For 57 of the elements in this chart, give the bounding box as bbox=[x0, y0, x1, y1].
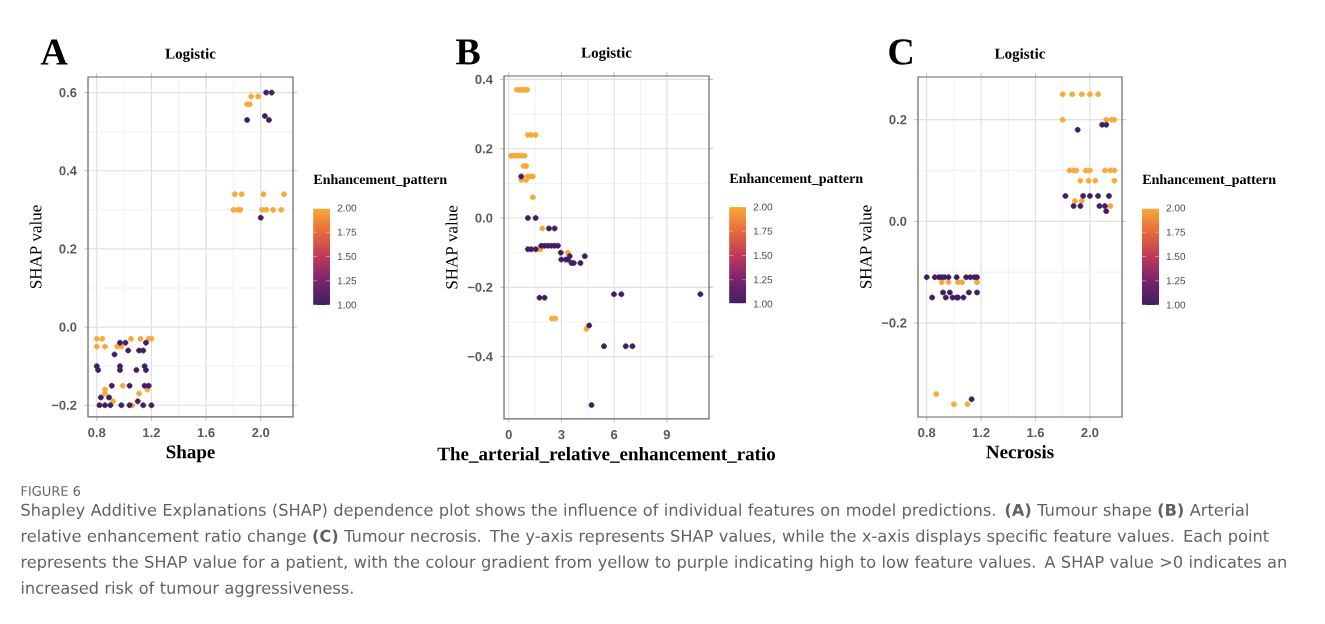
chart-title: Logistic bbox=[581, 47, 632, 61]
x-tick-label: 0.8 bbox=[918, 428, 936, 438]
x-axis-title: Shape bbox=[166, 444, 215, 463]
caption: FIGURE 6 bbox=[21, 486, 81, 496]
x-tick-label: 2.0 bbox=[1081, 428, 1099, 438]
x-tick-label: 1.6 bbox=[1027, 428, 1045, 438]
y-tick-label: −0.2 bbox=[881, 318, 907, 328]
chart-title: Logistic bbox=[165, 48, 216, 62]
y-tick-label: 0.0 bbox=[889, 216, 907, 226]
y-tick-label: −0.2 bbox=[467, 282, 493, 292]
y-tick-label: 0.6 bbox=[59, 88, 77, 98]
color-bar-label: 1.50 bbox=[337, 252, 357, 261]
x-tick-label: 2.0 bbox=[252, 428, 270, 438]
y-tick-label: 0.2 bbox=[889, 115, 907, 125]
color-bar-label: 1.25 bbox=[337, 277, 357, 285]
x-tick-label: 6 bbox=[611, 430, 618, 440]
color-bar-title: Enhancement_pattern bbox=[313, 174, 447, 187]
text: Shapley Additive Explanations (SHAP) dependence plot shows the influence of individual features on model predictions. (A) Tumour shape (B) Arterial relative enhancement ratio change (C) Tumour necrosis. The y-axis represents SHAP values, while the x-axis displays specific feature values. Each point represents the SHAP value for a patient, with the colour gradient from yellow to purple indicating high to low feature values. A SHAP value >0 indicates an increased risk of tumour aggressiveness. bbox=[21, 503, 1286, 598]
x-axis-title: The_arterial_relative_enhancement_ratio bbox=[437, 446, 776, 463]
y-axis-title: SHAP value bbox=[445, 205, 458, 289]
color-bar-label: 1.00 bbox=[337, 301, 357, 309]
x-tick-label: 1.2 bbox=[143, 428, 160, 438]
text: C bbox=[889, 39, 912, 65]
color-bar-label: 2.00 bbox=[337, 204, 357, 212]
y-tick-label: 0.2 bbox=[475, 144, 493, 154]
chart-title: Logistic bbox=[994, 48, 1046, 62]
y-tick-label: 0.4 bbox=[475, 74, 493, 85]
y-tick-label: 0.2 bbox=[59, 244, 77, 254]
x-tick-label: 0 bbox=[505, 430, 512, 440]
y-tick-label: 0.0 bbox=[475, 213, 493, 223]
text: A bbox=[40, 39, 68, 65]
y-axis-title: SHAP value bbox=[29, 205, 42, 289]
color-bar-label: 1.50 bbox=[753, 251, 773, 260]
color-bar-label: 1.00 bbox=[753, 300, 773, 308]
color-bar-title: Enhancement_pattern bbox=[1142, 174, 1276, 187]
color-bar-label: 2.00 bbox=[753, 203, 773, 211]
color-bar-label: 2.00 bbox=[1166, 204, 1186, 212]
color-bar-label: 1.75 bbox=[1166, 228, 1186, 236]
x-tick-label: 0.8 bbox=[88, 428, 106, 438]
color-bar-label: 1.25 bbox=[1166, 277, 1186, 285]
y-tick-label: −0.2 bbox=[51, 400, 77, 410]
x-tick-label: 3 bbox=[558, 430, 565, 440]
y-tick-label: −0.4 bbox=[467, 352, 493, 362]
y-axis-title: SHAP value bbox=[859, 205, 872, 289]
color-bar-label: 1.75 bbox=[337, 228, 357, 236]
color-bar-title: Enhancement_pattern bbox=[729, 173, 863, 186]
x-axis-title: Necrosis bbox=[986, 444, 1054, 459]
x-tick-label: 9 bbox=[663, 430, 670, 440]
x-tick-label: 1.6 bbox=[197, 428, 215, 438]
y-tick-label: 0.0 bbox=[59, 322, 77, 332]
color-bar-label: 1.75 bbox=[753, 227, 773, 235]
color-bar-label: 1.00 bbox=[1166, 301, 1186, 309]
color-bar-label: 1.25 bbox=[753, 276, 773, 284]
color-bar-label: 1.50 bbox=[1166, 252, 1186, 261]
text: B bbox=[456, 39, 480, 65]
y-tick-label: 0.4 bbox=[59, 166, 77, 176]
x-tick-label: 1.2 bbox=[972, 428, 990, 438]
